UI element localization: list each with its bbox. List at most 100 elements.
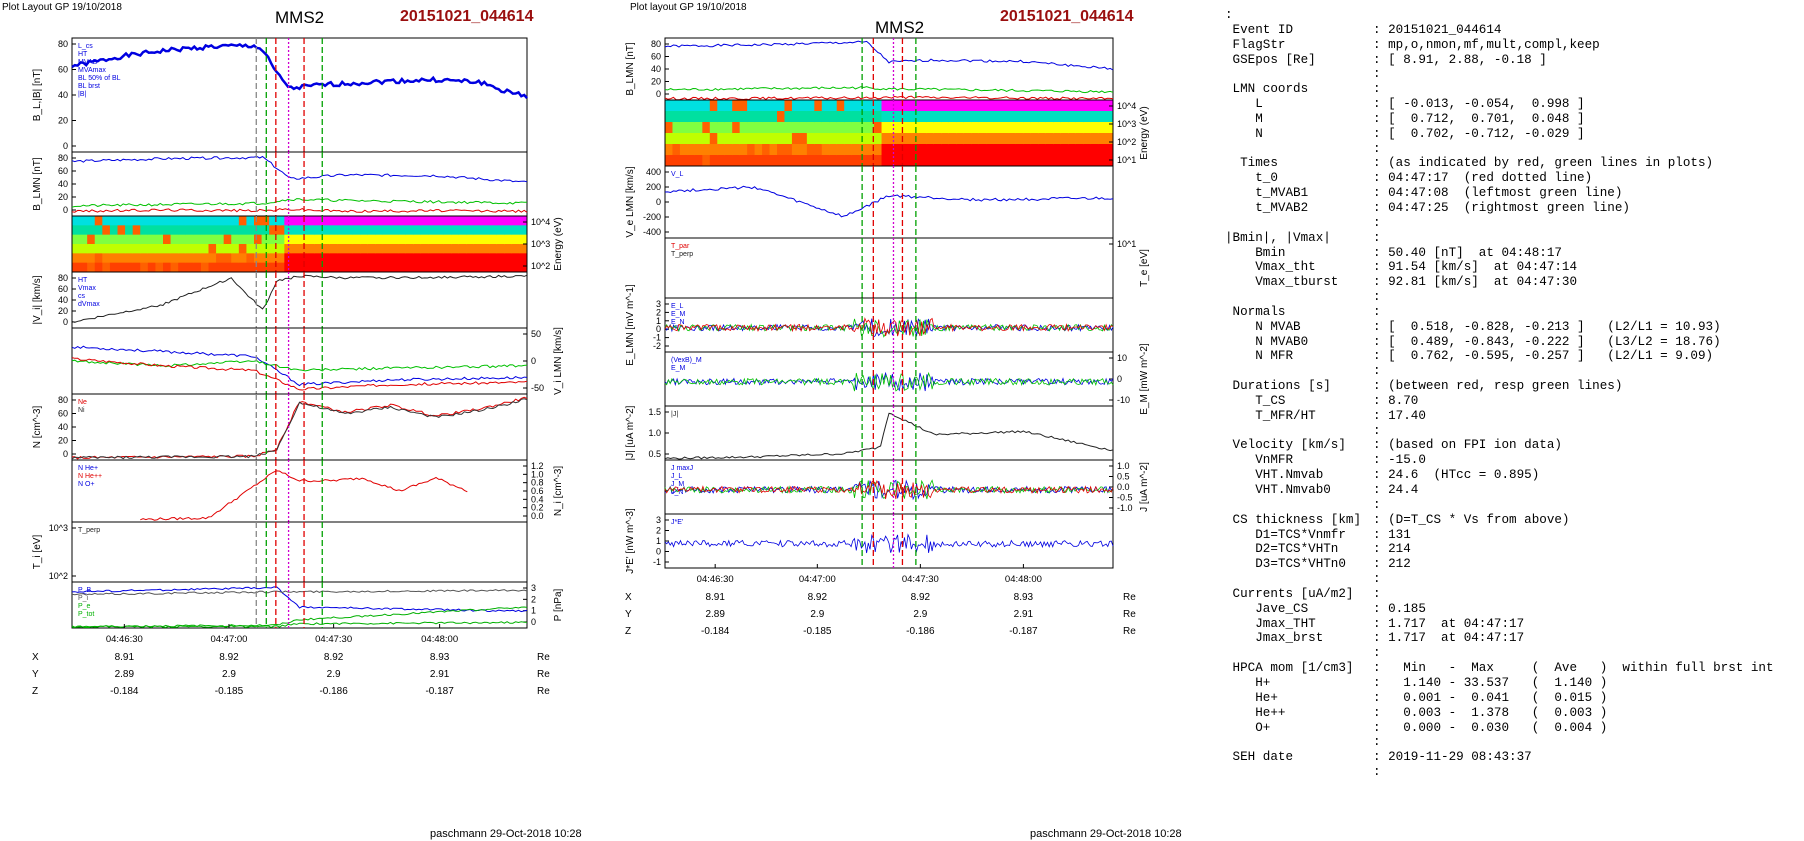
spectrogram-cell xyxy=(1075,122,1084,134)
spectrogram-cell xyxy=(284,234,293,245)
spectrogram-cell xyxy=(200,262,209,273)
info-value: : -15.0 xyxy=(1373,453,1426,468)
spectrogram-cell xyxy=(405,225,414,236)
info-key: LMN coords xyxy=(1225,82,1309,97)
spectrogram-cell xyxy=(762,122,771,134)
spectrogram-cell xyxy=(345,244,354,254)
series-line xyxy=(664,371,1114,392)
spectrogram-cell xyxy=(79,262,88,273)
spectrogram-cell xyxy=(896,144,905,156)
spectrogram-cell xyxy=(496,234,505,245)
y-tick-label: 2 xyxy=(656,526,661,536)
x-tick-label: 04:47:00 xyxy=(210,634,247,645)
orbit-value: 8.92 xyxy=(219,652,239,663)
spectrogram-cell xyxy=(519,253,528,264)
spectrogram-cell xyxy=(672,122,681,134)
y-tick-label: 80 xyxy=(651,39,661,49)
spectrogram-cell xyxy=(261,244,270,254)
spectrogram-cell xyxy=(428,216,437,226)
y-tick-label: 50 xyxy=(531,329,541,339)
spectrogram-cell xyxy=(261,216,270,226)
spectrogram-cell xyxy=(109,253,118,264)
spectrogram-cell xyxy=(829,100,838,112)
spectrogram-cell xyxy=(881,133,890,145)
spectrogram-cell xyxy=(694,100,703,112)
spectrogram-cell xyxy=(87,234,96,245)
spectrogram-cell xyxy=(739,100,748,112)
spectrogram-cell xyxy=(836,111,845,123)
spectrogram-cell xyxy=(451,234,460,245)
spectrogram-cell xyxy=(504,234,513,245)
left-event-label: 20151021_044614 xyxy=(400,8,534,25)
spectrogram-cell xyxy=(216,262,225,273)
spectrogram-cell xyxy=(971,155,980,167)
spectrogram-cell xyxy=(140,216,149,226)
spectrogram-cell xyxy=(216,216,225,226)
spectrogram-cell xyxy=(941,100,950,112)
spectrogram-cell xyxy=(933,133,942,145)
info-row: O+ : 0.000 - 0.030 ( 0.004 ) xyxy=(1225,721,1774,736)
spectrogram-cell xyxy=(844,100,853,112)
spectrogram-cell xyxy=(978,133,987,145)
series-line xyxy=(664,412,1114,460)
panel-frame xyxy=(71,521,528,583)
spectrogram-cell xyxy=(314,234,323,245)
orbit-value: -0.187 xyxy=(1009,626,1038,637)
spectrogram-cell xyxy=(1030,155,1039,167)
spectrogram-cell xyxy=(709,133,718,145)
spectrogram-cell xyxy=(896,100,905,112)
info-row: Currents [uA/m2]: xyxy=(1225,587,1774,602)
spectrogram-cell xyxy=(329,244,338,254)
spectrogram-cell xyxy=(473,244,482,254)
spectrogram-cell xyxy=(337,225,346,236)
spectrogram-cell xyxy=(1068,111,1077,123)
spectrogram-cell xyxy=(747,111,756,123)
info-key: N MVAB xyxy=(1225,319,1301,334)
spectrogram-cell xyxy=(911,111,920,123)
info-value: : 8.70 xyxy=(1373,393,1419,408)
orbit-row-label: X xyxy=(32,652,39,663)
spectrogram-cell xyxy=(276,234,285,245)
spectrogram-cell xyxy=(1023,122,1032,134)
series-line xyxy=(71,398,528,460)
spectrogram-cell xyxy=(702,122,711,134)
spectrogram-cell xyxy=(246,225,255,236)
spectrogram-cell xyxy=(1060,144,1069,156)
legend-entry: Vmax xyxy=(78,285,96,292)
spectrogram-cell xyxy=(993,122,1002,134)
info-value: : 0.000 - 0.030 ( 0.004 ) xyxy=(1373,720,1608,735)
spectrogram-cell xyxy=(420,216,429,226)
spectrogram-cell xyxy=(881,111,890,123)
orbit-unit: Re xyxy=(1123,592,1136,603)
spectrogram-cell xyxy=(859,122,868,134)
spectrogram-cell xyxy=(844,133,853,145)
spectrogram-cell xyxy=(1038,111,1047,123)
spectrogram-cell xyxy=(102,225,111,236)
spectrogram-cell xyxy=(941,155,950,167)
spectrogram-cell xyxy=(254,234,263,245)
spectrogram-cell xyxy=(72,262,81,273)
spectrogram-cell xyxy=(1068,155,1077,167)
spectrogram-cell xyxy=(72,216,81,226)
y-tick-label: 40 xyxy=(58,90,68,100)
spectrogram-cell xyxy=(185,234,194,245)
info-key: Times xyxy=(1225,156,1278,171)
spectrogram-cell xyxy=(140,244,149,254)
info-key: O+ xyxy=(1225,720,1271,735)
orbit-value: -0.186 xyxy=(319,686,348,697)
spectrogram-cell xyxy=(679,100,688,112)
spectrogram-cell xyxy=(717,100,726,112)
y-tick-label: 0.5 xyxy=(648,449,661,459)
spectrogram-cell xyxy=(216,225,225,236)
spectrogram-cell xyxy=(185,244,194,254)
spectrogram-cell xyxy=(724,122,733,134)
spectrogram-cell xyxy=(375,244,384,254)
spectrogram-cell xyxy=(481,262,490,273)
info-key: VnMFR xyxy=(1225,453,1294,468)
spectrogram-cell xyxy=(94,244,103,254)
spectrogram-cell xyxy=(948,144,957,156)
orbit-value: -0.185 xyxy=(803,626,832,637)
spectrogram-cell xyxy=(724,144,733,156)
spectrogram-cell xyxy=(208,253,217,264)
info-key: VHT.Nmvab xyxy=(1225,468,1324,483)
